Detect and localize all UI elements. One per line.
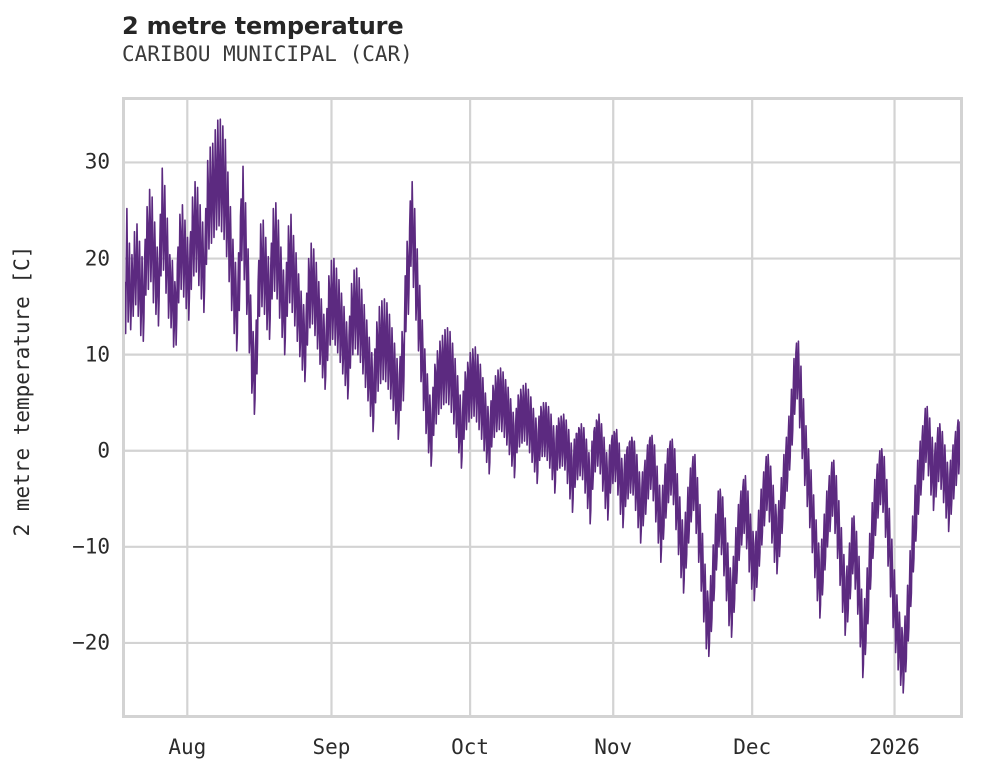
x-tick-label: 2026 [869, 735, 920, 759]
y-tick-label: 30 [84, 149, 110, 174]
plot-area [122, 97, 963, 718]
grid-lines [125, 100, 960, 715]
y-tick-label: 0 [97, 438, 110, 463]
y-tick-label: 20 [84, 246, 110, 271]
x-tick-label: Nov [594, 735, 633, 759]
x-tick-label: Dec [733, 735, 772, 759]
y-tick-label: −10 [72, 534, 110, 559]
y-tick-label: 10 [84, 342, 110, 367]
x-tick-label: Sep [312, 735, 351, 759]
plot-svg [125, 100, 960, 715]
y-tick-label: −20 [72, 630, 110, 655]
temperature-series-line [125, 118, 960, 694]
y-axis-tick-labels: 30 20 10 0 −10 −20 [0, 0, 110, 782]
chart-subtitle: CARIBOU MUNICIPAL (CAR) [122, 42, 413, 66]
x-tick-label: Oct [451, 735, 490, 759]
x-tick-label: Aug [168, 735, 207, 759]
page-title: 2 metre temperature [122, 12, 404, 40]
title-block: 2 metre temperature CARIBOU MUNICIPAL (C… [122, 12, 962, 68]
